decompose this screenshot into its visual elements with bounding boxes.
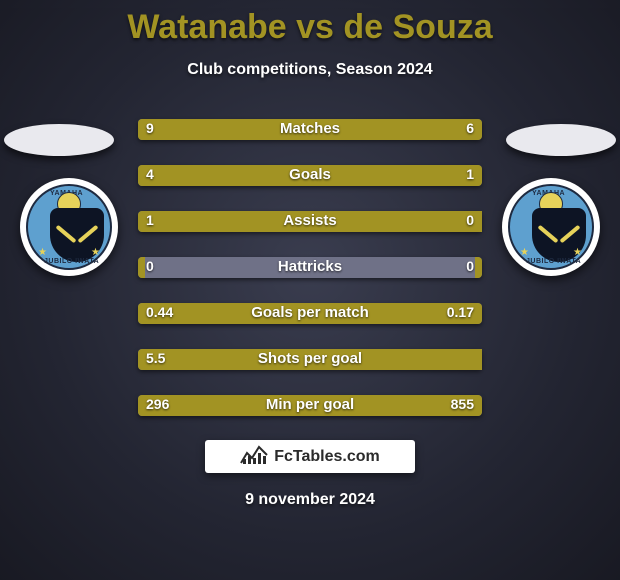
footer-date: 9 november 2024 — [0, 491, 620, 509]
page-subtitle: Club competitions, Season 2024 — [0, 61, 620, 79]
stat-label: Goals — [138, 166, 482, 183]
stat-label: Hattricks — [138, 258, 482, 275]
stat-row: 41Goals — [138, 165, 482, 186]
stat-row: 10Assists — [138, 211, 482, 232]
stat-row: 296855Min per goal — [138, 395, 482, 416]
stat-label: Shots per goal — [138, 350, 482, 367]
stat-row: 96Matches — [138, 119, 482, 140]
stat-row: 5.5Shots per goal — [138, 349, 482, 370]
stat-label: Assists — [138, 212, 482, 229]
club-crest-right: YAMAHA ★ ★ JUBILO IWATA — [502, 178, 600, 276]
site-icon — [240, 443, 268, 470]
page-title: Watanabe vs de Souza — [0, 8, 620, 47]
stat-row: 0.440.17Goals per match — [138, 303, 482, 324]
club-crest-left: YAMAHA ★ ★ JUBILO IWATA — [20, 178, 118, 276]
player-left-ellipse — [4, 124, 114, 156]
site-badge: FcTables.com — [205, 440, 415, 473]
player-right-ellipse — [506, 124, 616, 156]
stat-rows: 96Matches 41Goals 10Assists 00Hattricks 0.44… — [138, 119, 482, 416]
site-label: FcTables.com — [274, 448, 380, 466]
stat-label: Matches — [138, 120, 482, 137]
stat-label: Min per goal — [138, 396, 482, 413]
stat-row: 00Hattricks — [138, 257, 482, 278]
stat-label: Goals per match — [138, 304, 482, 321]
